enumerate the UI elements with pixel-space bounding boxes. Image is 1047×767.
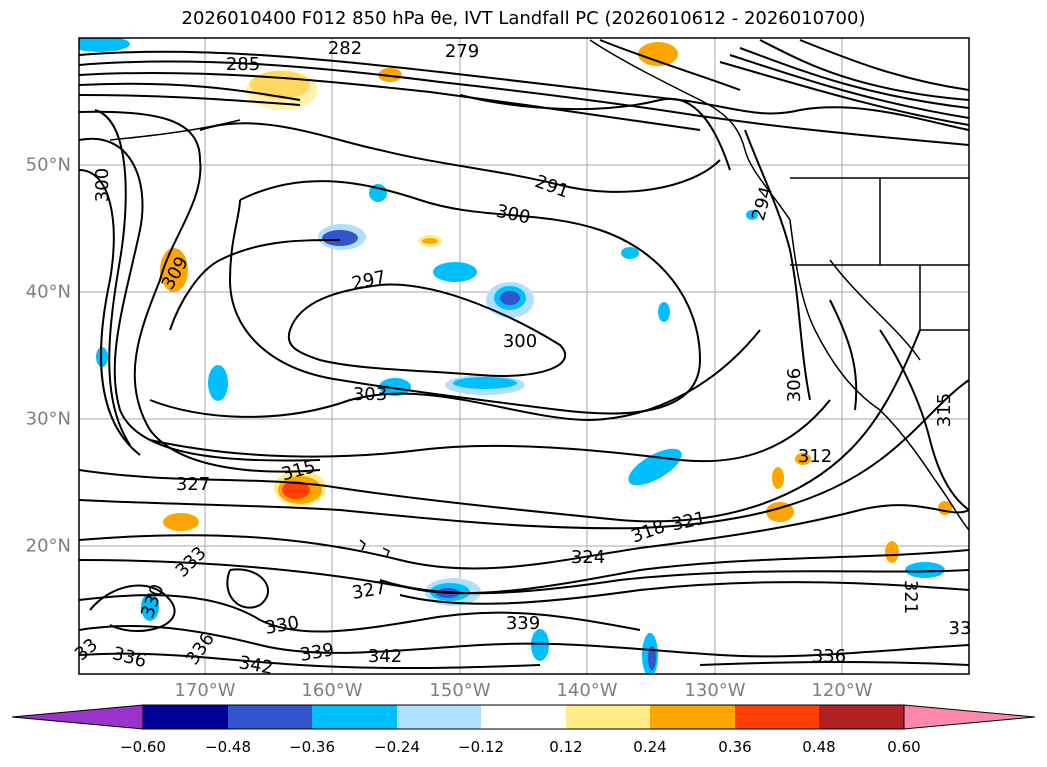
- contour-label: 315: [934, 393, 955, 427]
- theta-e-contours: [79, 39, 969, 670]
- contour-label: 339: [506, 613, 540, 634]
- lon-label: 140°W: [556, 680, 618, 701]
- colorbar-tick-label: 0.36: [718, 738, 752, 756]
- lon-label: 160°W: [301, 680, 363, 701]
- lon-label: 170°W: [174, 680, 236, 701]
- colorbar-tick-label: −0.24: [374, 738, 420, 756]
- lat-label: 50°N: [25, 154, 71, 176]
- figure-title: 2026010400 F012 850 hPa θe, IVT Landfall…: [181, 8, 866, 29]
- contour-label: 312: [798, 446, 832, 467]
- contour-label: 282: [328, 38, 362, 59]
- colorbar-tick-label: 0.60: [887, 738, 921, 756]
- contour-label: 327: [176, 474, 210, 495]
- colorbar: [11, 704, 1036, 730]
- lon-label: 150°W: [429, 680, 491, 701]
- coastlines: [109, 39, 969, 557]
- contour-label: 306: [784, 368, 805, 402]
- colorbar-tick-label: −0.12: [458, 738, 504, 756]
- lon-label: 120°W: [811, 680, 873, 701]
- contour-label: 324: [571, 547, 605, 568]
- contour-label: 33: [949, 618, 972, 639]
- contour-label: 300: [92, 168, 113, 202]
- contour-label: 321: [900, 580, 921, 614]
- colorbar-tick-label: −0.60: [120, 738, 166, 756]
- contour-label: 285: [226, 54, 260, 75]
- contour-label: 342: [368, 646, 402, 667]
- colorbar-tick-label: 0.12: [549, 738, 583, 756]
- contour-label: 300: [503, 331, 537, 352]
- lat-label: 30°N: [25, 408, 71, 430]
- colorbar-tick-label: 0.24: [633, 738, 667, 756]
- contour-label: 303: [353, 384, 387, 405]
- colorbar-tick-label: −0.48: [205, 738, 251, 756]
- colorbar-tick-label: −0.36: [289, 738, 335, 756]
- lat-label: 20°N: [25, 535, 71, 557]
- contour-label: 342: [237, 652, 274, 679]
- contour-label: 336: [812, 646, 846, 667]
- lon-label: 130°W: [684, 680, 746, 701]
- colorbar-tick-label: 0.48: [802, 738, 836, 756]
- contour-label: 279: [445, 41, 479, 62]
- lat-label: 40°N: [25, 281, 71, 303]
- map-frame: [78, 37, 970, 675]
